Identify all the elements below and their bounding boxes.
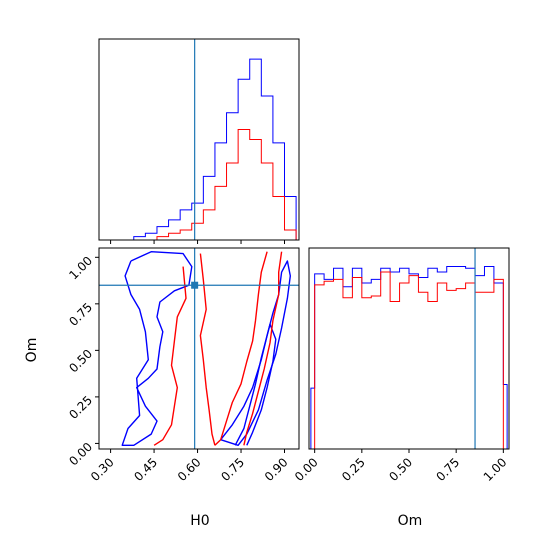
scatter-y-tick-label-3: 0.75 — [66, 300, 95, 329]
y-axis-label-Om: Om — [24, 338, 40, 363]
scatter-x-tick-label-3: 0.75 — [218, 455, 247, 484]
contour-group — [121, 251, 291, 446]
scatter-y-tick-label-4: 1.00 — [66, 254, 95, 283]
hist-Om-series-0 — [310, 265, 508, 449]
contour-2 — [234, 323, 277, 446]
hist-Om-series-1 — [310, 271, 508, 450]
truth-marker — [191, 281, 199, 289]
hist-Om-x-tick-label-0: 0.00 — [292, 455, 321, 484]
contour-4 — [199, 253, 216, 446]
scatter-frame — [98, 247, 300, 450]
hist-Om-x-tick-label-2: 0.50 — [386, 455, 415, 484]
scatter-x-tick-label-1: 0.45 — [131, 455, 160, 484]
contour-0 — [121, 251, 193, 446]
scatter-y-tick-label-0: 0.00 — [66, 440, 95, 469]
hist-H0-series-1 — [99, 128, 297, 241]
hist-H0-panel — [98, 38, 300, 244]
x-axis-label-Om: Om — [398, 513, 423, 529]
hist-Om-x-tick-label-1: 0.25 — [339, 455, 368, 484]
hist-Om-x-tick-label-3: 0.75 — [433, 455, 462, 484]
contour-3 — [153, 266, 187, 446]
hist-Om-x-tick-label-4: 1.00 — [481, 455, 510, 484]
hist-H0-frame — [98, 38, 300, 241]
contour-6 — [243, 251, 283, 446]
scatter-y-tick-label-1: 0.25 — [66, 393, 95, 422]
contour-5 — [214, 251, 268, 446]
hist-Om-frame — [308, 247, 510, 450]
contour-1 — [220, 260, 291, 446]
scatter-H0-Om-panel: 0.30 0.45 0.60 0.75 0.90 0.00 0.25 0.50 0.75 1.00 — [66, 247, 300, 484]
scatter-x-tick-label-0: 0.30 — [88, 455, 117, 484]
x-axis-label-H0: H0 — [190, 513, 209, 529]
scatter-y-tick-label-2: 0.50 — [66, 347, 95, 376]
scatter-x-tick-label-2: 0.60 — [175, 455, 204, 484]
scatter-x-tick-label-4: 0.90 — [262, 455, 291, 484]
hist-Om-panel: 0.00 0.25 0.50 0.75 1.00 — [292, 247, 510, 484]
hist-H0-series-0 — [99, 58, 297, 241]
